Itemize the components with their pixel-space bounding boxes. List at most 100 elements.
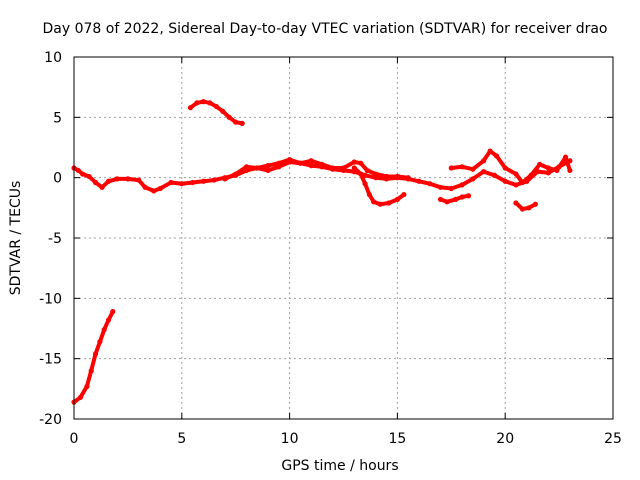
x-tick-label: 0 [70,431,79,447]
data-point [351,159,357,165]
data-point [276,160,282,166]
data-point [319,161,325,167]
grid-lines [74,57,613,419]
data-point [526,205,532,211]
x-tick-label: 15 [388,431,406,447]
series-early-decline [71,309,116,405]
data-point [340,165,347,171]
data-point [491,172,498,178]
data-point [351,165,357,171]
y-tick-label: -5 [48,231,62,247]
data-point [377,201,383,207]
data-point [308,163,314,169]
data-point [416,178,422,184]
data-point [358,171,364,177]
series-line [514,201,538,211]
data-point [394,196,400,202]
data-point [427,181,433,187]
data-series [71,99,573,405]
data-point [366,191,372,198]
data-point [513,182,519,188]
data-point [168,179,174,186]
data-point [448,185,454,192]
chart-title: Day 078 of 2022, Sidereal Day-to-day VTE… [42,21,607,37]
data-point [75,167,81,174]
data-point [80,171,86,177]
data-point [532,201,538,207]
data-point [239,120,245,126]
series-lower-branch [351,165,407,207]
data-point [84,383,90,390]
x-axis-label: GPS time / hours [281,458,398,474]
x-tick-label: 10 [281,431,299,447]
data-point [384,173,390,180]
data-point [437,184,444,190]
data-point [86,173,92,180]
data-point [88,368,94,374]
data-point [157,185,163,192]
data-point [287,156,293,163]
series-late-dip [513,200,538,212]
data-point [222,176,228,182]
data-point [444,199,450,205]
data-point [308,158,314,164]
data-point [453,196,459,202]
data-point [373,171,379,177]
data-point [207,100,213,106]
y-tick-label: -10 [39,291,62,307]
data-point [371,199,377,205]
data-point [99,184,105,190]
data-point [101,327,107,333]
series-line [72,309,115,405]
data-point [364,167,370,174]
data-point [481,158,487,164]
data-point [448,165,454,171]
data-point [77,394,84,400]
data-point [545,165,551,171]
data-point [189,179,196,186]
data-point [194,100,200,106]
y-tick-label: 0 [53,171,62,187]
data-point [502,165,508,171]
series-upper-track [222,156,411,182]
data-point [97,339,103,345]
x-tick-label: 25 [604,431,622,447]
data-point [213,103,219,110]
data-point [519,206,526,212]
y-tick-label: 5 [53,110,62,126]
data-point [405,175,411,181]
data-point [200,178,206,184]
series-morning-bump [187,99,245,126]
data-point [110,309,116,315]
data-point [437,196,444,202]
data-point [358,160,364,166]
data-point [528,172,534,178]
data-point [502,178,508,184]
data-point [254,165,260,171]
data-point [233,171,239,177]
data-point [562,154,569,160]
x-tick-label: 5 [177,431,186,447]
y-tick-label: 10 [44,50,62,66]
data-point [105,178,112,184]
data-point [470,166,476,172]
series-late-track [448,148,573,186]
data-point [519,179,526,186]
data-point [362,181,368,187]
data-point [233,119,239,125]
y-tick-label: -20 [39,412,62,428]
data-point [142,184,148,190]
data-point [265,163,271,169]
y-tick-label: -15 [39,352,62,368]
y-axis-label: SDTVAR / TECUs [8,181,24,296]
data-point [200,99,206,105]
data-point [92,351,99,357]
data-point [386,200,392,206]
data-point [330,165,336,171]
series-mid-segment [437,193,472,205]
data-point [105,317,112,323]
data-point [265,167,271,174]
data-point [493,153,500,159]
data-point [136,177,142,183]
axis-ticks: 0 5 10 15 20 25 -20 -15 -10 -5 0 5 10 [39,50,622,447]
